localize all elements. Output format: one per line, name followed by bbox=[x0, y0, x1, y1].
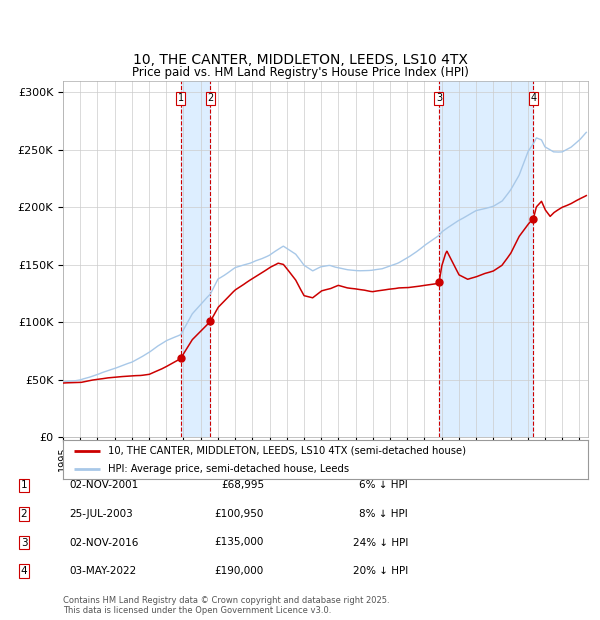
Bar bbox=[439, 81, 533, 437]
Bar bbox=[181, 81, 211, 437]
Text: 20% ↓ HPI: 20% ↓ HPI bbox=[353, 566, 408, 576]
Text: 3: 3 bbox=[436, 93, 442, 103]
Text: 6% ↓ HPI: 6% ↓ HPI bbox=[359, 480, 408, 490]
Text: Price paid vs. HM Land Registry's House Price Index (HPI): Price paid vs. HM Land Registry's House … bbox=[131, 66, 469, 79]
Text: 2: 2 bbox=[20, 509, 28, 519]
Text: 4: 4 bbox=[530, 93, 536, 103]
Text: 24% ↓ HPI: 24% ↓ HPI bbox=[353, 538, 408, 547]
Text: 02-NOV-2001: 02-NOV-2001 bbox=[69, 480, 138, 490]
Text: 2: 2 bbox=[207, 93, 214, 103]
Text: 1: 1 bbox=[178, 93, 184, 103]
Text: £135,000: £135,000 bbox=[215, 538, 264, 547]
Text: 25-JUL-2003: 25-JUL-2003 bbox=[69, 509, 133, 519]
Text: £68,995: £68,995 bbox=[221, 480, 264, 490]
Text: HPI: Average price, semi-detached house, Leeds: HPI: Average price, semi-detached house,… bbox=[107, 464, 349, 474]
Text: 4: 4 bbox=[20, 566, 28, 576]
Text: 3: 3 bbox=[20, 538, 28, 547]
Text: Contains HM Land Registry data © Crown copyright and database right 2025.
This d: Contains HM Land Registry data © Crown c… bbox=[63, 596, 389, 615]
Text: 10, THE CANTER, MIDDLETON, LEEDS, LS10 4TX: 10, THE CANTER, MIDDLETON, LEEDS, LS10 4… bbox=[133, 53, 467, 67]
Text: 03-MAY-2022: 03-MAY-2022 bbox=[69, 566, 136, 576]
Text: 02-NOV-2016: 02-NOV-2016 bbox=[69, 538, 139, 547]
Text: 10, THE CANTER, MIDDLETON, LEEDS, LS10 4TX (semi-detached house): 10, THE CANTER, MIDDLETON, LEEDS, LS10 4… bbox=[107, 446, 466, 456]
Text: 1: 1 bbox=[20, 480, 28, 490]
Text: £100,950: £100,950 bbox=[215, 509, 264, 519]
Text: £190,000: £190,000 bbox=[215, 566, 264, 576]
Text: 8% ↓ HPI: 8% ↓ HPI bbox=[359, 509, 408, 519]
